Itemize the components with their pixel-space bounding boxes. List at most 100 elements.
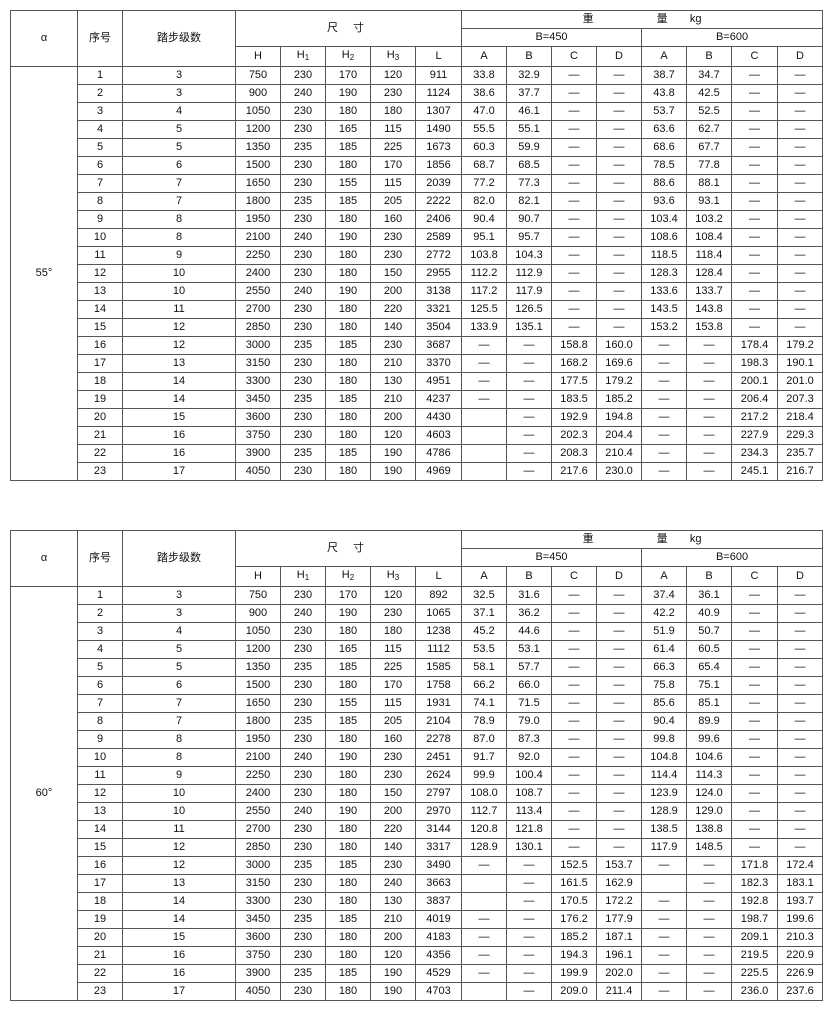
table-cell: — <box>551 282 597 301</box>
table-cell: 13 <box>122 874 236 893</box>
table-cell: 190 <box>325 228 371 247</box>
table-cell: 78.9 <box>461 712 507 731</box>
table-cell: 235 <box>280 336 326 355</box>
table-cell: 6 <box>122 676 236 695</box>
table-cell: — <box>776 174 824 193</box>
table-cell: 198.7 <box>731 910 778 929</box>
table-cell: — <box>461 390 507 409</box>
table-cell: 235 <box>280 138 326 157</box>
table-cell: 99.9 <box>461 766 507 785</box>
table-cell: 2624 <box>415 766 462 785</box>
table-cell: 3900 <box>235 444 281 463</box>
table-cell: 2955 <box>415 264 462 283</box>
table-cell: — <box>596 138 642 157</box>
table-cell: 3450 <box>235 910 281 929</box>
table-cell: 3 <box>122 84 236 103</box>
table-cell: 226.9 <box>776 964 824 983</box>
table-cell: 205 <box>370 192 416 211</box>
table-cell: 230 <box>280 264 326 283</box>
table-cell: — <box>776 820 824 839</box>
table-cell: — <box>461 964 507 983</box>
table-cell: 8 <box>122 228 236 247</box>
col-H3: H3 <box>370 566 416 587</box>
table-cell: — <box>551 640 597 659</box>
table-cell: 172.2 <box>596 892 642 911</box>
table-cell: 18 <box>77 372 123 391</box>
table-cell: 2100 <box>235 748 281 767</box>
table-cell: 3900 <box>235 964 281 983</box>
table-cell: — <box>596 586 642 605</box>
table-cell: 160 <box>370 210 416 229</box>
col-H: H <box>235 566 281 587</box>
col-450-A: A <box>461 566 507 587</box>
table-cell: — <box>551 246 597 265</box>
table-cell: 3 <box>77 102 123 121</box>
table-cell: 13 <box>122 354 236 373</box>
table-cell: 1673 <box>415 138 462 157</box>
table-cell: 5 <box>77 658 123 677</box>
table-cell: 14 <box>122 892 236 911</box>
table-cell: 32.5 <box>461 586 507 605</box>
table-row: 19 14 3450 235 185 210 4019— —176.2 177.9— —198.7… <box>11 910 824 929</box>
table-cell <box>461 408 507 427</box>
table-row: 3 4 1050 230 180 180 1307 47.0 46.1— —53.7 52.5— — <box>11 102 824 121</box>
table-cell: 120 <box>370 586 416 605</box>
table-cell: 196.1 <box>596 946 642 965</box>
table-cell: — <box>776 192 824 211</box>
table-cell: 234.3 <box>731 444 778 463</box>
table-cell: 4050 <box>235 462 281 481</box>
table-cell: 115 <box>370 120 416 139</box>
table-cell: 230 <box>280 928 326 947</box>
table-cell: 99.6 <box>686 730 732 749</box>
table-cell: 120 <box>370 946 416 965</box>
table-cell: 3 <box>77 622 123 641</box>
table-cell: 3450 <box>235 390 281 409</box>
table-cell: — <box>641 462 687 481</box>
table-cell: — <box>776 102 824 121</box>
table-cell: 190 <box>325 84 371 103</box>
table-cell: 911 <box>415 66 462 85</box>
table-cell: — <box>596 676 642 695</box>
table-cell: — <box>686 964 732 983</box>
table-cell: 2850 <box>235 318 281 337</box>
table-cell: 5 <box>122 640 236 659</box>
table-cell: 180 <box>325 264 371 283</box>
table-cell: 10 <box>122 784 236 803</box>
table-cell: 2850 <box>235 838 281 857</box>
table-cell: 230 <box>280 354 326 373</box>
table-cell: 90.7 <box>506 210 552 229</box>
table-cell: 138.5 <box>641 820 687 839</box>
table-cell: 17 <box>122 982 236 1001</box>
table-cell <box>461 462 507 481</box>
table-cell: — <box>551 622 597 641</box>
table-cell: 108.4 <box>686 228 732 247</box>
table-cell: 1950 <box>235 730 281 749</box>
table-cell: 2700 <box>235 300 281 319</box>
table-cell: 200 <box>370 802 416 821</box>
table-cell: 2104 <box>415 712 462 731</box>
table-cell: 3 <box>122 604 236 623</box>
table-cell: 3663 <box>415 874 462 893</box>
table-cell: 235 <box>280 910 326 929</box>
table-cell: 194.8 <box>596 408 642 427</box>
table-row: 8 7 1800 235 185 205 2222 82.0 82.1— —93.6 93.1— — <box>11 192 824 211</box>
table-cell: 17 <box>122 462 236 481</box>
table-row: 17 13 3150 230 180 240 3663—161.5 162.9—182.3 18… <box>11 874 824 893</box>
table-cell: — <box>776 586 824 605</box>
table-cell: 230 <box>280 946 326 965</box>
table-cell: 200 <box>370 282 416 301</box>
table-cell: 12 <box>122 838 236 857</box>
table-cell: 1800 <box>235 712 281 731</box>
table-cell: — <box>641 336 687 355</box>
table-row: 7 7 1650 230 155 115 1931 74.1 71.5— —85.6 85.1— — <box>11 694 824 713</box>
table-cell: 120 <box>370 66 416 85</box>
col-600-D: D <box>776 46 824 67</box>
table-cell: 2400 <box>235 264 281 283</box>
table-cell: — <box>731 318 778 337</box>
table-row: 6 6 1500 230 180 170 1758 66.2 66.0— —75.8 75.1— — <box>11 676 824 695</box>
table-cell: 1050 <box>235 102 281 121</box>
table-cell: — <box>461 372 507 391</box>
table-cell: 4019 <box>415 910 462 929</box>
table-cell: 4430 <box>415 408 462 427</box>
table-cell: 192.8 <box>731 892 778 911</box>
